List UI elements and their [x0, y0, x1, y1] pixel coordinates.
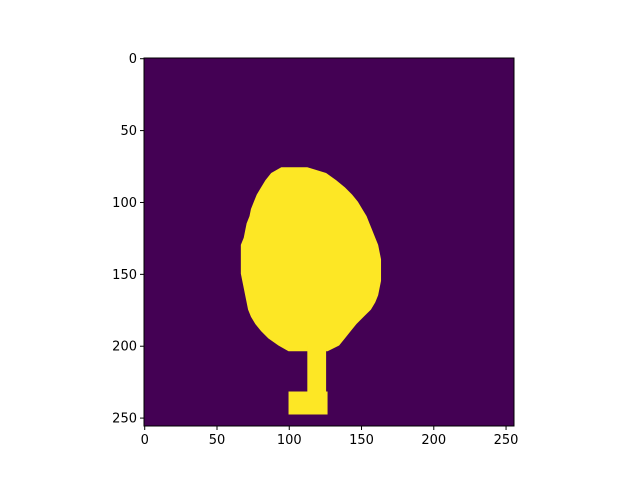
mask-blob: [240, 167, 382, 352]
y-axis: 0 50 100 150 200 250: [112, 52, 144, 427]
x-tick-label: 150: [349, 433, 374, 448]
x-tick-label: 0: [141, 433, 149, 448]
mask-layer: [240, 167, 382, 415]
y-tick-label: 200: [112, 340, 137, 355]
y-tick-label: 150: [112, 268, 137, 283]
x-axis: 0 50 100 150 200 250: [141, 426, 519, 448]
mask-stem-base: [288, 391, 328, 415]
x-tick-label: 200: [421, 433, 446, 448]
x-tick-label: 50: [209, 433, 226, 448]
y-tick-label: 0: [129, 52, 137, 67]
x-tick-label: 100: [277, 433, 302, 448]
y-tick-label: 250: [112, 412, 137, 427]
x-tick-label: 250: [494, 433, 519, 448]
y-tick-label: 50: [120, 124, 137, 139]
axes-frame: [143, 57, 515, 427]
mask-stem: [307, 345, 327, 396]
y-tick-label: 100: [112, 196, 137, 211]
